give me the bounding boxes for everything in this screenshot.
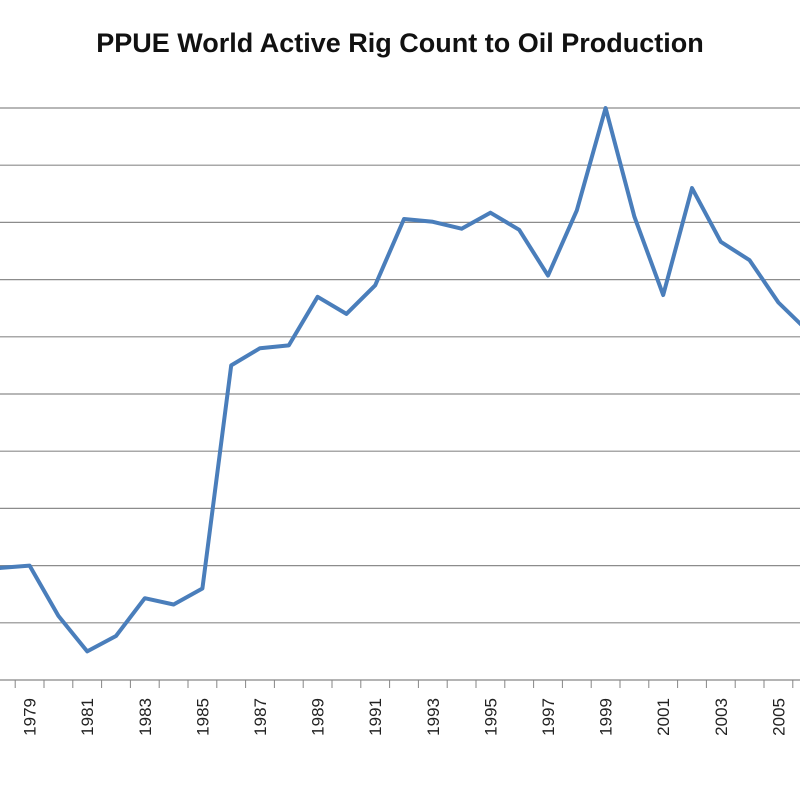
x-tick-label-1987: 1987 [251, 698, 270, 736]
x-tick-label-1991: 1991 [366, 698, 385, 736]
x-tick-label-1989: 1989 [309, 698, 328, 736]
x-tick-label-1985: 1985 [193, 698, 212, 736]
x-tick-label-2001: 2001 [654, 698, 673, 736]
x-tick-label-1979: 1979 [21, 698, 40, 736]
x-tick-label-1981: 1981 [78, 698, 97, 736]
x-tick-label-1993: 1993 [424, 698, 443, 736]
x-tick-label-1983: 1983 [136, 698, 155, 736]
x-tick-label-2003: 2003 [712, 698, 731, 736]
x-tick-labels: 1979 1981 1983 1985 1987 1989 1991 1993 1995 1997… [21, 698, 789, 736]
chart-title: PPUE World Active Rig Count to Oil Produ… [96, 28, 704, 58]
series-line-rig-count-ratio [0, 106, 800, 654]
x-tick-label-1999: 1999 [597, 698, 616, 736]
gridlines [0, 107, 800, 681]
x-tick-label-1995: 1995 [481, 698, 500, 736]
x-tick-marks [14, 680, 794, 688]
x-tick-label-2005: 2005 [769, 698, 788, 736]
x-tick-label-1997: 1997 [539, 698, 558, 736]
